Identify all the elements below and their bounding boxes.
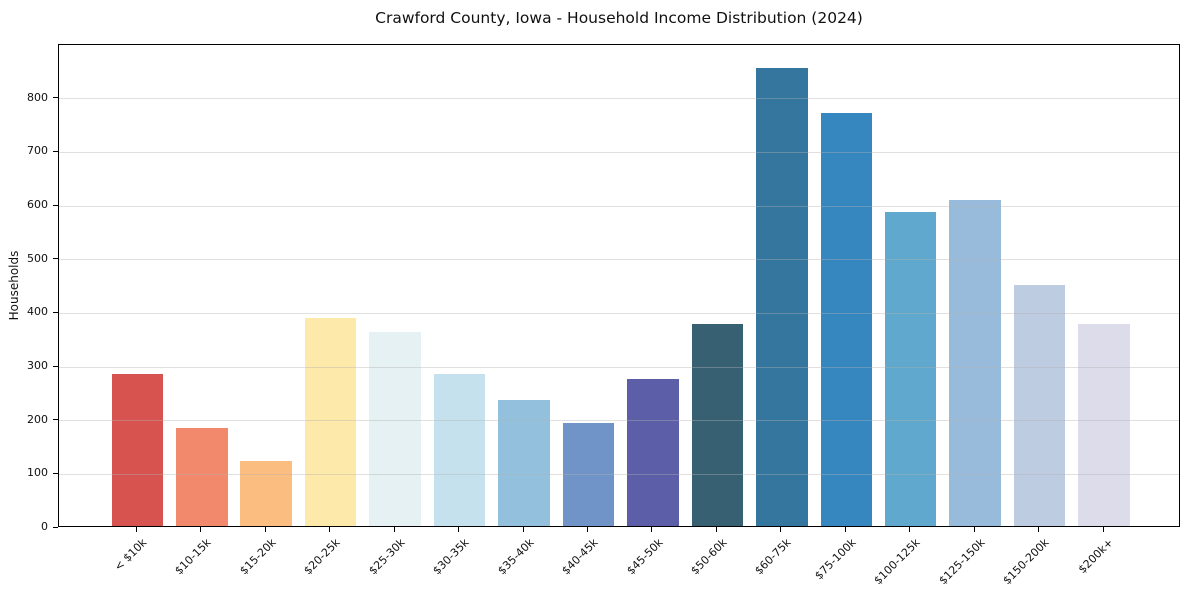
x-tick-label-$60-75k: $60-75k — [752, 536, 795, 578]
y-tick-label-300: 300 — [27, 359, 48, 372]
gridline-400 — [59, 312, 1179, 314]
x-tick-label-$45-50k: $45-50k — [623, 536, 666, 578]
x-tick-label-$150-200k: $150-200k — [1000, 536, 1052, 588]
x-tick-mark-$45-50k — [651, 527, 653, 532]
x-tick-label-$75-100k: $75-100k — [812, 536, 859, 583]
x-tick-mark-$35-40k — [522, 527, 524, 532]
y-tick-label-0: 0 — [41, 520, 48, 533]
x-tick-label-$200k+: $200k+ — [1076, 536, 1117, 577]
x-tick-mark-< $10k — [135, 527, 137, 532]
gridline-500 — [59, 259, 1179, 261]
x-tick-label-$30-35k: $30-35k — [430, 536, 472, 578]
x-tick-label-$25-30k: $25-30k — [366, 536, 408, 578]
bar-< $10k — [111, 374, 164, 526]
y-tick-label-200: 200 — [27, 412, 48, 426]
x-tick-label-$100-125k: $100-125k — [871, 536, 923, 588]
bar-$60-75k — [756, 68, 808, 526]
bar-$20-25k — [304, 318, 357, 526]
y-tick-mark-400 — [53, 311, 58, 313]
x-tick-label-$50-60k: $50-60k — [688, 536, 730, 578]
bar-$45-50k — [627, 378, 679, 526]
y-tick-mark-100 — [53, 472, 58, 474]
bar-$50-60k — [691, 324, 744, 526]
bar-$200k+ — [1078, 324, 1130, 526]
y-tick-label-400: 400 — [27, 305, 48, 319]
gridline-100 — [59, 473, 1179, 475]
gridline-600 — [59, 205, 1179, 207]
y-tick-mark-800 — [53, 97, 58, 99]
x-tick-mark-$40-45k — [586, 527, 588, 532]
y-tick-mark-500 — [53, 258, 58, 260]
x-tick-label-< $10k: < $10k — [111, 536, 150, 574]
y-tick-label-500: 500 — [27, 251, 48, 265]
bar-$125-150k — [949, 199, 1001, 526]
bar-$150-200k — [1013, 285, 1066, 526]
y-tick-label-600: 600 — [27, 198, 48, 211]
gridline-800 — [59, 98, 1179, 100]
plot-area — [58, 44, 1180, 527]
bar-$40-45k — [562, 422, 615, 526]
x-tick-mark-$75-100k — [844, 527, 846, 532]
x-tick-label-$40-45k: $40-45k — [559, 536, 601, 578]
gridline-200 — [59, 420, 1179, 422]
y-axis-label: Households — [7, 250, 21, 321]
x-tick-label-$15-20k: $15-20k — [237, 536, 279, 578]
y-tick-mark-600 — [53, 204, 58, 206]
gridline-300 — [59, 366, 1179, 368]
bar-$75-100k — [820, 113, 872, 526]
x-tick-label-$35-40k: $35-40k — [494, 536, 537, 578]
gridline-700 — [59, 151, 1179, 153]
x-tick-mark-$150-200k — [1038, 527, 1040, 532]
x-tick-mark-$125-150k — [973, 527, 975, 532]
x-tick-mark-$50-60k — [715, 527, 717, 532]
x-tick-mark-$10-15k — [200, 527, 202, 532]
x-tick-mark-$30-35k — [458, 527, 460, 532]
y-tick-label-800: 800 — [27, 90, 48, 104]
y-tick-mark-200 — [53, 419, 58, 421]
y-tick-mark-700 — [53, 150, 58, 152]
x-tick-mark-$100-125k — [909, 527, 911, 532]
bar-$35-40k — [498, 399, 550, 526]
bar-$30-35k — [433, 374, 486, 526]
bar-$15-20k — [240, 460, 292, 526]
x-tick-mark-$60-75k — [780, 527, 782, 532]
y-tick-mark-300 — [53, 365, 58, 367]
bar-$100-125k — [884, 211, 937, 526]
y-tick-label-700: 700 — [27, 144, 48, 158]
x-tick-mark-$15-20k — [264, 527, 266, 532]
x-tick-label-$10-15k: $10-15k — [172, 536, 214, 578]
x-tick-label-$125-150k: $125-150k — [936, 536, 988, 588]
chart-title: Crawford County, Iowa - Household Income… — [375, 9, 863, 27]
x-tick-mark-$25-30k — [393, 527, 395, 532]
x-tick-label-$20-25k: $20-25k — [301, 536, 343, 578]
y-tick-mark-0 — [53, 526, 58, 528]
x-tick-mark-$200k+ — [1102, 527, 1104, 532]
y-tick-label-100: 100 — [27, 466, 48, 480]
bar-$10-15k — [176, 427, 228, 526]
x-tick-mark-$20-25k — [329, 527, 331, 532]
bar-$25-30k — [369, 332, 421, 526]
